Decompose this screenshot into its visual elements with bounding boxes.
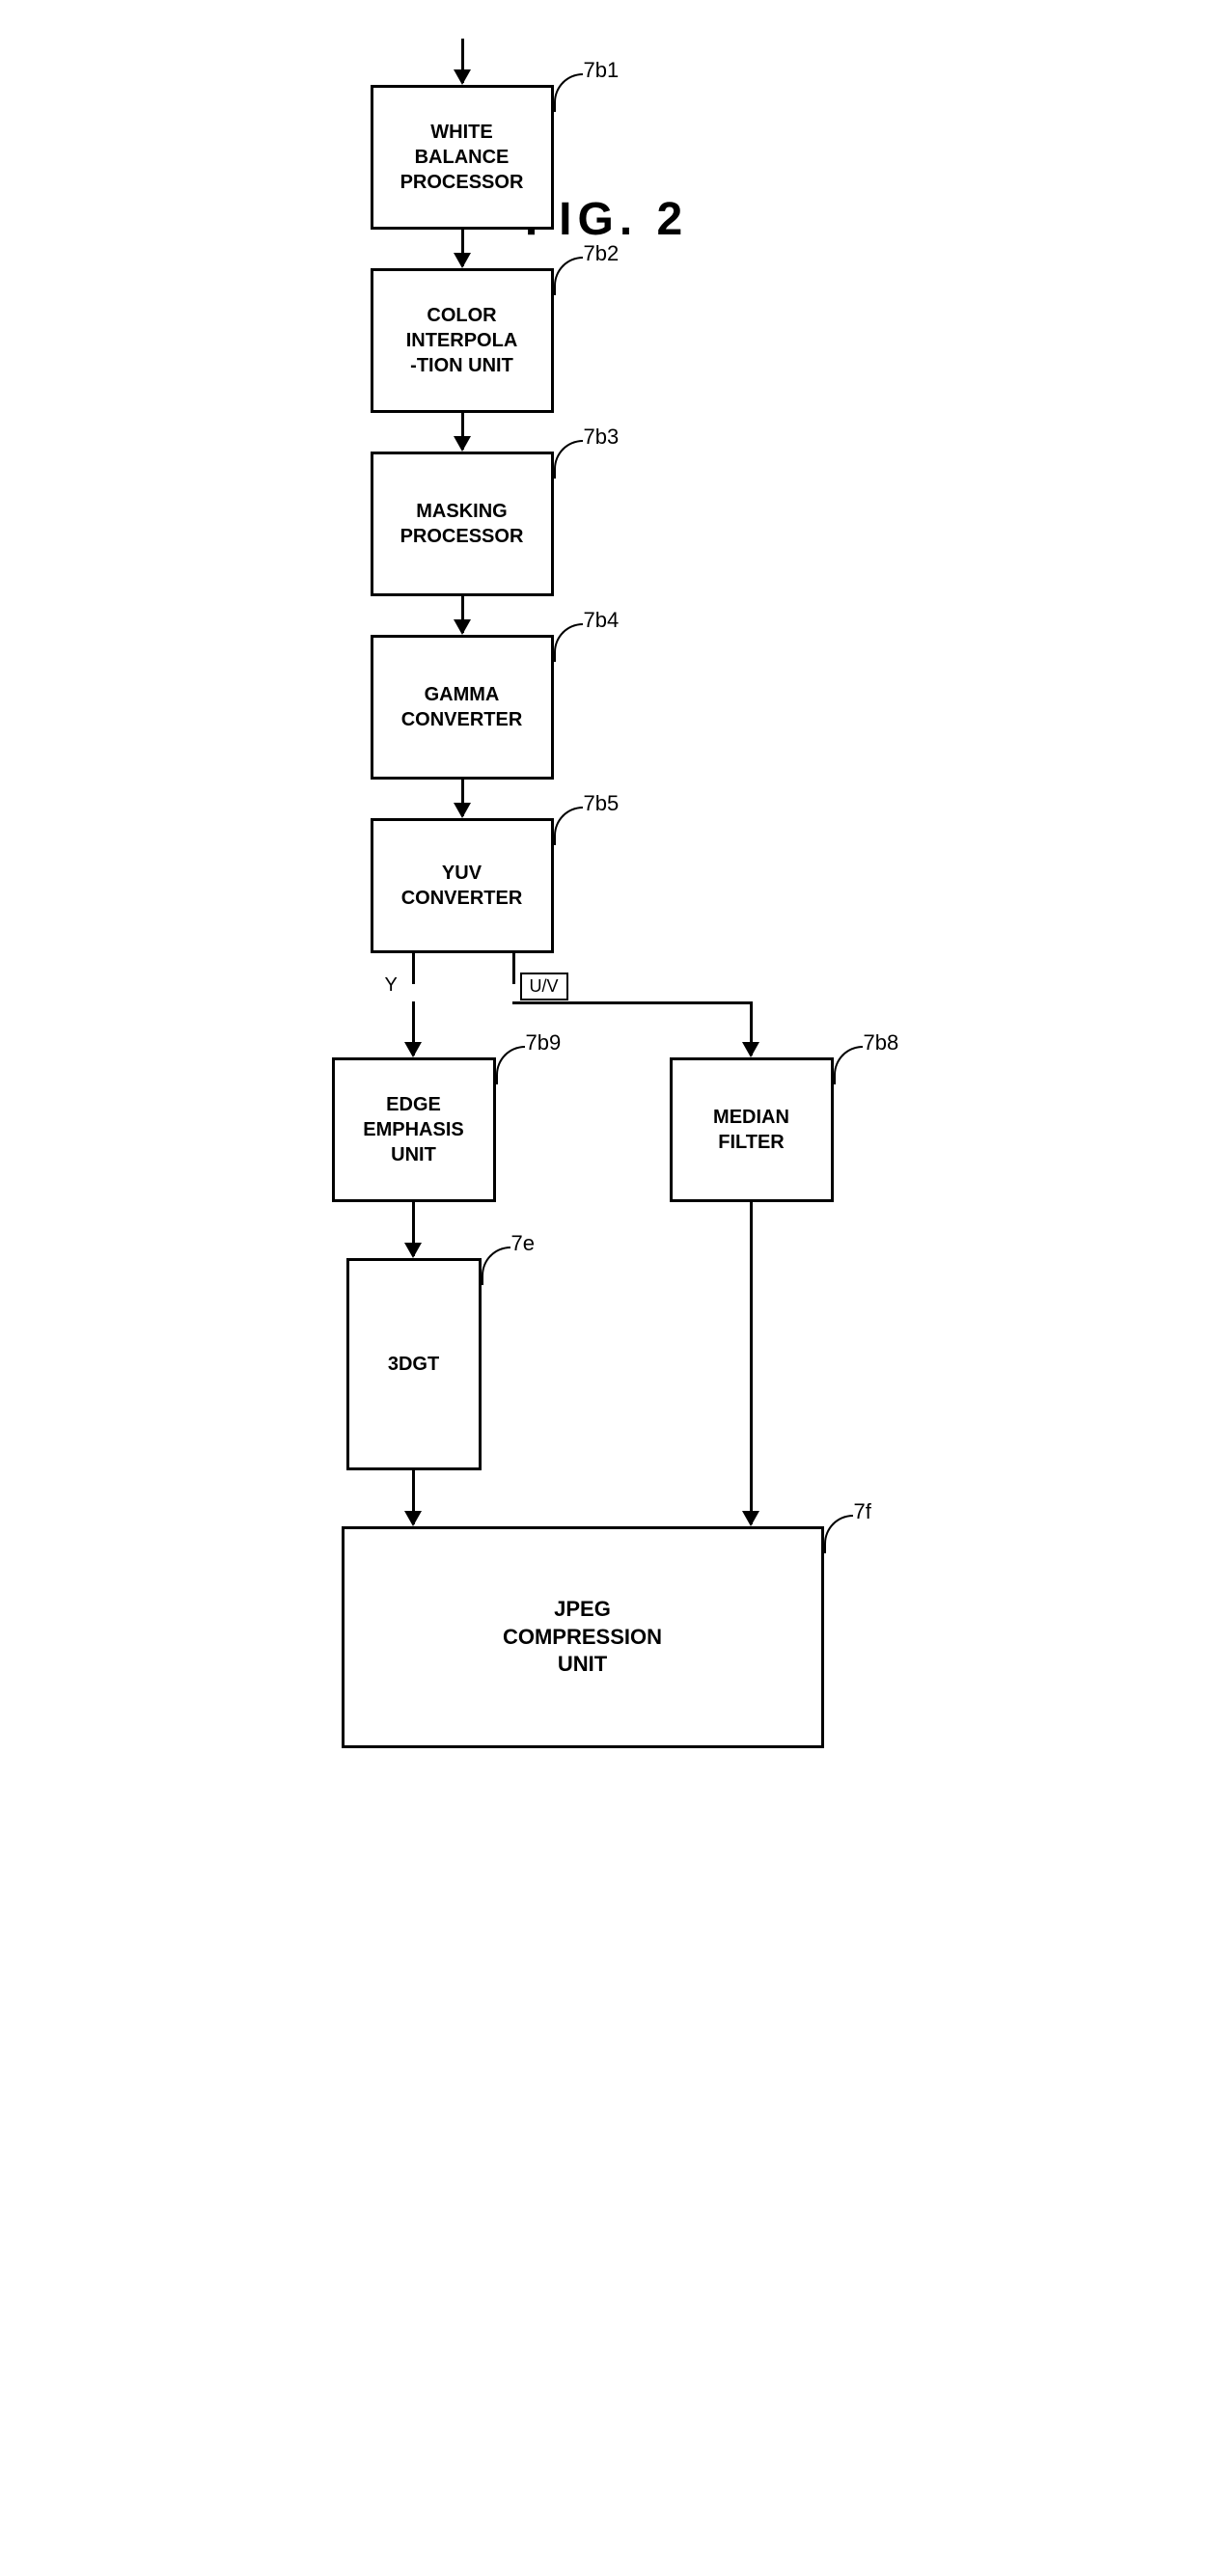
wire-uv-1 — [512, 953, 515, 984]
wire-uv-h — [512, 1001, 752, 1004]
ref-7b1: 7b1 — [584, 58, 620, 83]
arrow-3dgt-jpeg — [412, 1470, 415, 1524]
arrow-4-5 — [461, 780, 464, 816]
arrow-median-jpeg — [750, 1360, 753, 1524]
block-jpeg: JPEG COMPRESSION UNIT — [342, 1526, 824, 1748]
signal-uv: U/V — [520, 973, 568, 1000]
block-white-balance: WHITE BALANCE PROCESSOR — [371, 85, 554, 230]
arrow-edge-3dgt — [412, 1202, 415, 1256]
arrow-2-3 — [461, 413, 464, 450]
block-edge-emphasis: EDGE EMPHASIS UNIT — [332, 1057, 496, 1202]
arrow-3-4 — [461, 596, 464, 633]
ref-curve-7b2 — [554, 257, 583, 295]
ref-curve-7b8 — [834, 1046, 863, 1084]
arrow-uv-median — [750, 1001, 753, 1055]
ref-7b2: 7b2 — [584, 241, 620, 266]
block-masking: MASKING PROCESSOR — [371, 452, 554, 596]
ref-curve-7b9 — [496, 1046, 525, 1084]
arrow-input — [461, 39, 464, 83]
ref-7e: 7e — [511, 1231, 535, 1256]
ref-curve-7b5 — [554, 807, 583, 845]
wire-y-1 — [412, 953, 415, 984]
ref-curve-7e — [482, 1247, 510, 1285]
ref-curve-7b1 — [554, 73, 583, 112]
arrow-y-edge — [412, 1001, 415, 1055]
ref-7f: 7f — [854, 1499, 871, 1524]
ref-7b9: 7b9 — [526, 1030, 562, 1055]
block-yuv: YUV CONVERTER — [371, 818, 554, 953]
block-gamma: GAMMA CONVERTER — [371, 635, 554, 780]
ref-7b4: 7b4 — [584, 608, 620, 633]
ref-curve-7b3 — [554, 440, 583, 479]
signal-y: Y — [385, 974, 398, 997]
flowchart: WHITE BALANCE PROCESSOR 7b1 COLOR INTERP… — [269, 39, 945, 2354]
block-3dgt: 3DGT — [346, 1258, 482, 1470]
arrow-1-2 — [461, 230, 464, 266]
ref-7b8: 7b8 — [864, 1030, 899, 1055]
block-color-interpolation: COLOR INTERPOLA -TION UNIT — [371, 268, 554, 413]
ref-curve-7f — [824, 1515, 853, 1553]
ref-curve-7b4 — [554, 623, 583, 662]
wire-median-down — [750, 1202, 753, 1362]
ref-7b3: 7b3 — [584, 425, 620, 450]
ref-7b5: 7b5 — [584, 791, 620, 816]
block-median-filter: MEDIAN FILTER — [670, 1057, 834, 1202]
